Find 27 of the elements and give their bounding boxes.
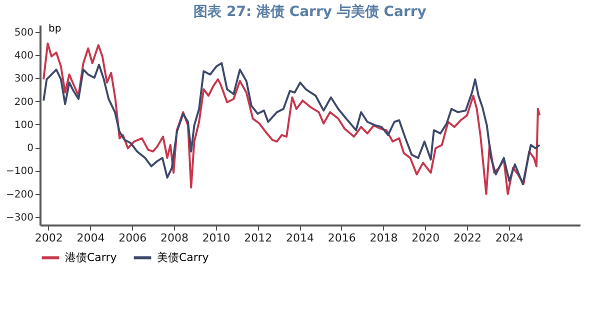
x-tick-label: 2022 [453, 232, 482, 244]
legend-label: 港债Carry [65, 250, 118, 264]
x-tick-label: 2012 [244, 232, 272, 244]
x-tick-label: 2006 [118, 232, 147, 244]
x-tick-label: 2004 [76, 232, 105, 244]
line-series [42, 42, 541, 196]
y-tick-label: 100 [14, 120, 34, 131]
x-tick-label: 2018 [370, 232, 398, 244]
y-tick-label: 300 [14, 74, 34, 85]
legend-label: 美债Carry [157, 250, 210, 264]
line-series [42, 62, 541, 186]
y-tick-label: −200 [6, 189, 34, 200]
x-tick-label: 2002 [34, 232, 63, 244]
x-tick-label: 2020 [412, 232, 440, 244]
y-tick-label: 400 [14, 50, 34, 62]
x-tick-label: 2014 [286, 232, 314, 244]
x-tick-label: 2010 [202, 232, 230, 244]
x-tick-label: 2008 [160, 232, 188, 244]
y-tick-label: −100 [6, 166, 34, 178]
x-tick-label: 2024 [495, 232, 524, 244]
y-tick-label: −300 [6, 212, 34, 224]
x-tick-label: 2016 [328, 232, 356, 244]
y-tick-label: 0 [27, 143, 34, 154]
y-axis-title: bp [48, 24, 62, 34]
y-tick-label: 500 [14, 27, 34, 38]
y-tick-label: 200 [14, 96, 34, 108]
chart-title: 图表 27: 港债 Carry 与美债 Carry [194, 3, 426, 20]
